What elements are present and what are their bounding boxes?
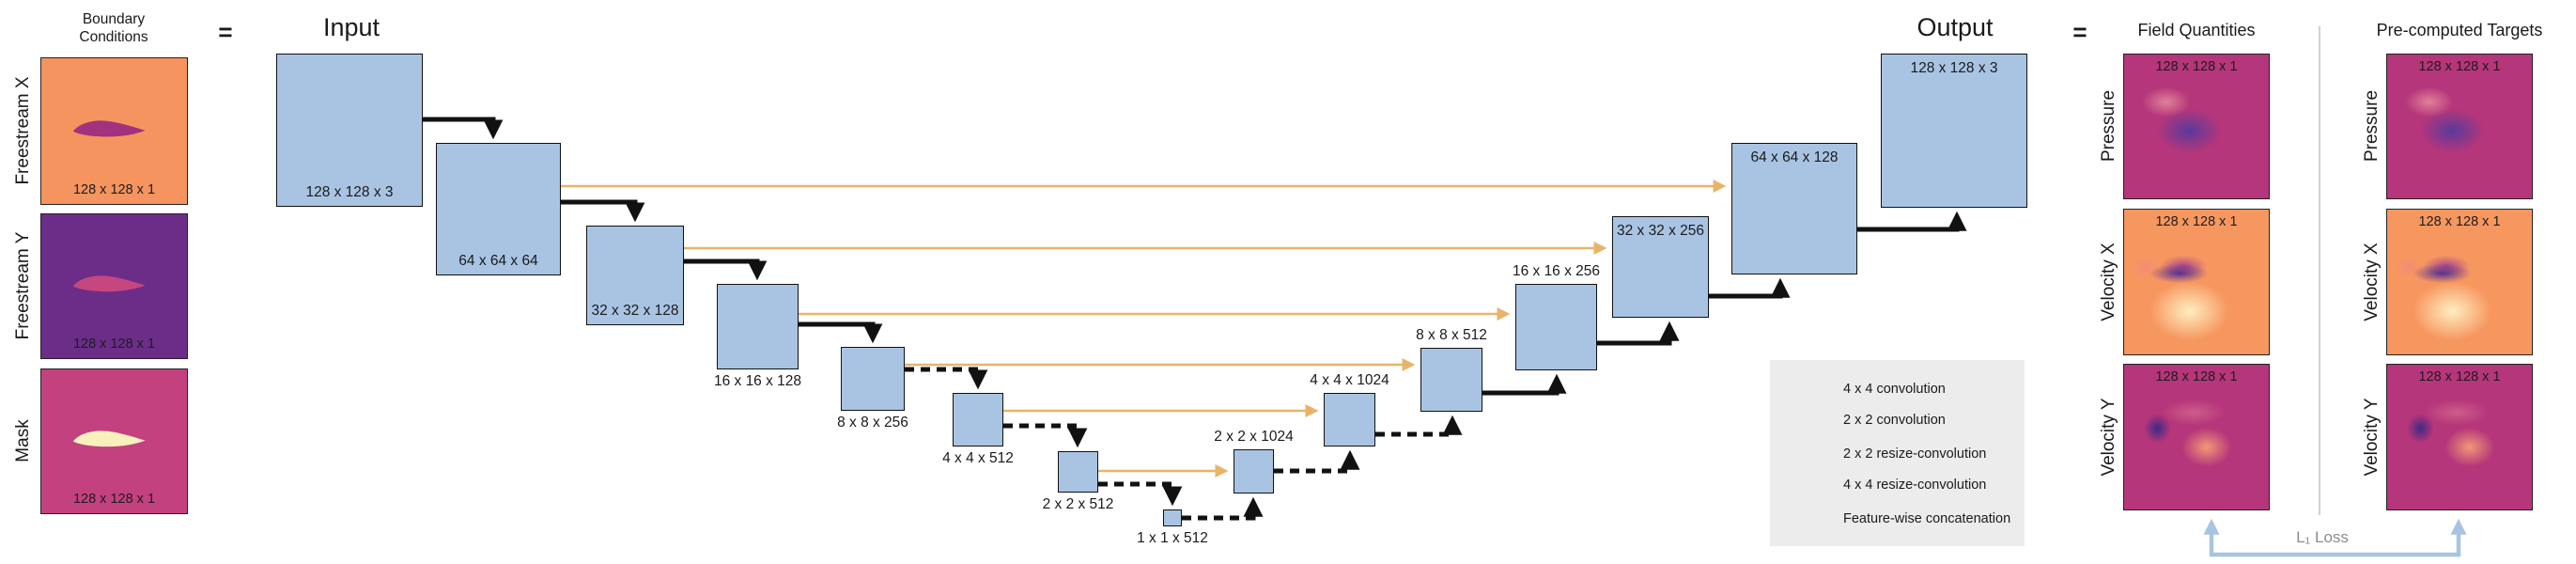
image-dims-label: 128 x 128 x 1	[2155, 214, 2238, 229]
block-dims-label: 8 x 8 x 256	[837, 415, 908, 431]
block-dims-label: 4 x 4 x 512	[942, 450, 1014, 466]
legend-item-concatenation: Feature-wise concatenation	[1843, 511, 2011, 526]
image-dims-label: 128 x 128 x 1	[72, 337, 156, 352]
fq-pressure-image: 128 x 128 x 1	[2123, 54, 2270, 199]
column-divider	[2319, 26, 2320, 515]
conv4x4-arrow-enc64-enc32	[561, 199, 645, 223]
image-dims-label: 128 x 128 x 1	[2418, 369, 2501, 384]
block-dims-label: 8 x 8 x 512	[1416, 327, 1487, 343]
airfoil-shape	[72, 120, 146, 137]
image-dims-label: 128 x 128 x 1	[2418, 214, 2501, 229]
pt-velocity-y-image: 128 x 128 x 1	[2386, 364, 2533, 510]
block-dec-16: 16 x 16 x 256	[1513, 263, 1600, 370]
field-quantities-header: Field Quantities	[2137, 21, 2256, 39]
block-dims-label: 32 x 32 x 128	[591, 303, 679, 319]
pt-velocity-x-image: 128 x 128 x 1	[2386, 209, 2533, 355]
block-enc-8: 8 x 8 x 256	[837, 347, 908, 431]
channel-label-freestream-x: Freestream X	[13, 76, 33, 185]
output-title: Output	[1916, 13, 1994, 41]
block-enc-2: 2 x 2 x 512	[1043, 451, 1113, 512]
block-dims-label: 2 x 2 x 512	[1042, 496, 1114, 512]
legend	[1770, 360, 2025, 546]
conv2x2-arrow-enc8-enc4	[905, 367, 988, 390]
image-dims-label: 128 x 128 x 1	[2418, 59, 2501, 74]
block-output: 128 x 128 x 3	[1881, 54, 2027, 208]
conv2x2-arrow-enc2-enc1	[1098, 481, 1183, 507]
block-dims-label: 4 x 4 x 1024	[1310, 372, 1389, 388]
legend-item-resize4x4: 4 x 4 resize-convolution	[1843, 478, 1987, 493]
block-enc-1: 1 x 1 x 512	[1137, 509, 1208, 546]
image-dims-label: 128 x 128 x 1	[2155, 369, 2238, 384]
legend-item-conv2x2: 2 x 2 convolution	[1843, 413, 1946, 428]
block-enc-16: 16 x 16 x 128	[714, 284, 801, 389]
pt-pressure-image: 128 x 128 x 1	[2386, 54, 2533, 199]
legend-item-conv4x4: 4 x 4 convolution	[1843, 382, 1946, 397]
resize4x4-arrow-dec64-output	[1857, 211, 1967, 232]
pt-row-label-pressure: Pressure	[2362, 89, 2382, 163]
channel-label-freestream-y: Freestream Y	[13, 231, 33, 340]
pt-row-label-velocity-x: Velocity X	[2362, 243, 2382, 321]
equals-left: =	[218, 18, 233, 46]
mask-image: 128 x 128 x 1	[40, 368, 188, 514]
resize4x4-arrow-dec16-dec32	[1597, 321, 1680, 346]
precomputed-targets-header: Pre-computed Targets	[2376, 21, 2543, 39]
airfoil-shape	[72, 275, 146, 292]
resize4x4-arrow-dec8-dec16	[1482, 373, 1567, 396]
block-enc-32: 32 x 32 x 128	[586, 226, 684, 325]
block-dec-2: 2 x 2 x 1024	[1214, 429, 1294, 494]
block-dec-8: 8 x 8 x 512	[1416, 327, 1487, 412]
fq-row-label-velocity-y: Velocity Y	[2099, 398, 2118, 477]
fq-velocity-y-image: 128 x 128 x 1	[2123, 364, 2270, 510]
block-dec-64: 64 x 64 x 128	[1731, 139, 1859, 274]
freestream-x-image: 128 x 128 x 1	[40, 57, 188, 205]
boundary-conditions-title: Boundary Conditions	[79, 11, 148, 45]
block-enc-64: 64 x 64 x 64	[436, 143, 561, 275]
equals-right: =	[2072, 18, 2087, 46]
fq-row-label-pressure: Pressure	[2099, 89, 2118, 163]
block-dims-label: 128 x 128 x 3	[305, 184, 394, 200]
resize2x2-arrow-dec2-dec4	[1274, 449, 1360, 474]
conv2x2-arrow-enc4-enc2	[1003, 423, 1088, 448]
block-dims-label: 16 x 16 x 256	[1512, 263, 1601, 279]
freestream-y-image: 128 x 128 x 1	[40, 213, 188, 359]
block-dims-label: 2 x 2 x 1024	[1214, 429, 1294, 445]
resize2x2-arrow-dec4-dec8	[1375, 415, 1463, 437]
block-dims-label: 128 x 128 x 3	[1910, 60, 1998, 76]
block-dec-4: 4 x 4 x 1024	[1310, 372, 1389, 446]
block-dec-32: 32 x 32 x 256	[1612, 212, 1711, 318]
block-dims-label: 32 x 32 x 256	[1616, 223, 1705, 239]
conv4x4-arrow-enc16-enc8	[799, 321, 883, 344]
fq-velocity-x-image: 128 x 128 x 1	[2123, 209, 2270, 355]
airfoil-shape	[72, 431, 146, 447]
block-dims-label: 1 x 1 x 512	[1137, 530, 1208, 546]
legend-item-resize2x2: 2 x 2 resize-convolution	[1843, 446, 1987, 462]
block-enc-4: 4 x 4 x 512	[942, 393, 1014, 466]
block-dims-label: 16 x 16 x 128	[713, 373, 802, 389]
pt-row-label-velocity-y: Velocity Y	[2362, 398, 2382, 477]
l1-loss-label: L₁ Loss	[2296, 528, 2349, 546]
resize4x4-arrow-dec32-dec64	[1709, 277, 1791, 299]
block-dims-label: 64 x 64 x 64	[458, 253, 538, 269]
block-dims-label: 64 x 64 x 128	[1750, 149, 1839, 165]
resize2x2-arrow-enc1-dec2	[1182, 496, 1264, 521]
image-dims-label: 128 x 128 x 1	[2155, 59, 2238, 74]
image-dims-label: 128 x 128 x 1	[72, 182, 156, 197]
block-input: 128 x 128 x 3	[276, 54, 423, 207]
input-title: Input	[322, 13, 380, 41]
image-dims-label: 128 x 128 x 1	[72, 492, 156, 507]
conv4x4-arrow-enc32-enc16	[684, 258, 768, 281]
channel-label-mask: Mask	[13, 419, 33, 462]
fq-row-label-velocity-x: Velocity X	[2099, 243, 2118, 321]
conv4x4-arrow-input-enc64	[423, 117, 504, 140]
